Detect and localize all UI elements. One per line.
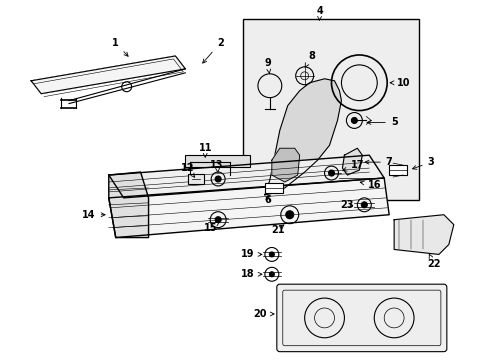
Polygon shape [271, 148, 299, 182]
Text: 22: 22 [427, 254, 440, 269]
Polygon shape [108, 155, 384, 198]
Text: 23: 23 [340, 200, 353, 210]
Text: 13: 13 [210, 160, 224, 173]
Circle shape [361, 202, 366, 208]
Polygon shape [108, 178, 388, 238]
Bar [388, 165, 406, 175]
Text: 11: 11 [198, 143, 211, 157]
Polygon shape [108, 172, 148, 238]
Bar [243, 19, 418, 200]
Text: 14: 14 [82, 210, 105, 220]
Text: 17: 17 [342, 160, 364, 171]
Text: 12: 12 [180, 163, 194, 177]
Text: 16: 16 [360, 180, 380, 190]
Text: 1: 1 [112, 38, 128, 56]
Text: 2: 2 [202, 38, 223, 63]
Circle shape [215, 176, 221, 182]
Circle shape [285, 211, 293, 219]
Text: 19: 19 [241, 249, 262, 260]
Polygon shape [264, 79, 341, 195]
Text: 21: 21 [270, 225, 284, 235]
Text: 10: 10 [389, 78, 410, 88]
Text: 18: 18 [241, 269, 262, 279]
Text: 8: 8 [305, 51, 314, 67]
Circle shape [215, 217, 221, 223]
Circle shape [269, 272, 274, 277]
Text: 3: 3 [412, 157, 433, 169]
Text: 4: 4 [316, 6, 322, 20]
Text: 5: 5 [366, 117, 397, 127]
Bar [185, 155, 249, 167]
FancyBboxPatch shape [282, 290, 440, 346]
Text: 20: 20 [253, 309, 274, 319]
Circle shape [269, 252, 274, 257]
Circle shape [351, 117, 357, 123]
Bar [264, 183, 282, 193]
Bar [188, 174, 204, 184]
Polygon shape [31, 56, 185, 94]
Polygon shape [393, 215, 453, 255]
Polygon shape [342, 148, 362, 175]
Text: 6: 6 [264, 195, 271, 205]
Text: 9: 9 [264, 58, 271, 73]
Text: 15: 15 [203, 222, 219, 233]
FancyBboxPatch shape [276, 284, 446, 352]
Circle shape [328, 170, 334, 176]
Text: 7: 7 [365, 157, 392, 167]
